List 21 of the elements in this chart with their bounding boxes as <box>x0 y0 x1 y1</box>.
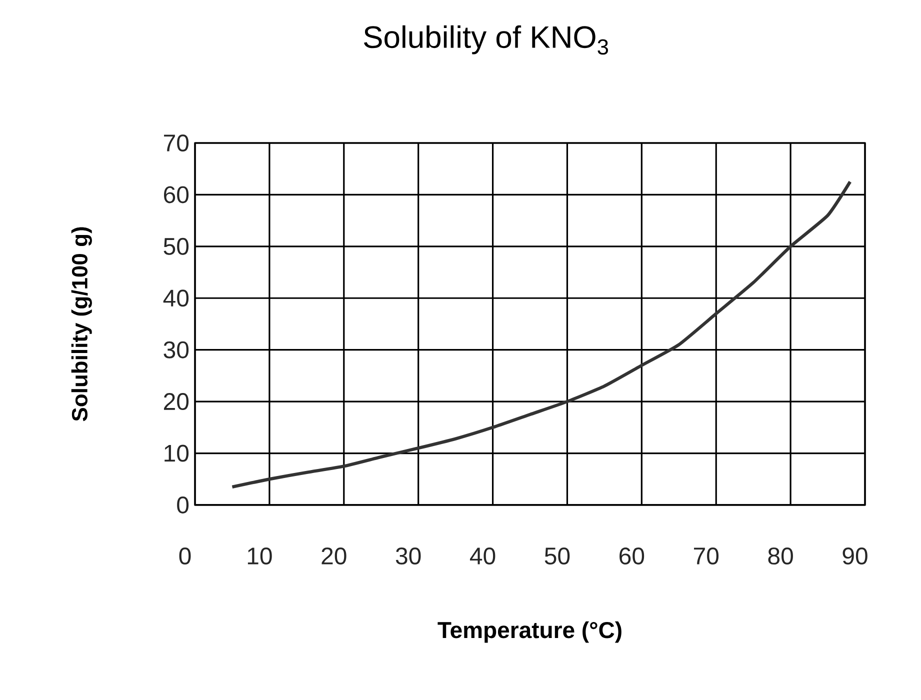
chart-title: Solubility of KNO$_{3}$ <box>364 25 608 55</box>
y-tick-label: 10 <box>164 444 189 462</box>
x-tick-label: 10 <box>248 547 272 564</box>
x-tick-label: 50 <box>544 547 570 564</box>
y-tick-label: 30 <box>164 341 189 358</box>
y-tick-label: 20 <box>164 393 189 410</box>
x-tick-label: 90 <box>842 547 868 564</box>
y-tick-label: 0 <box>177 496 189 514</box>
x-tick-label: 80 <box>768 547 793 564</box>
x-tick-label: 20 <box>322 547 346 564</box>
y-tick-label: 60 <box>164 186 189 204</box>
y-tick-label: 50 <box>164 238 189 255</box>
x-tick-label: 70 <box>694 547 719 564</box>
line-series <box>230 180 852 488</box>
x-tick-label: 30 <box>396 547 421 564</box>
y-tick-label: 70 <box>164 134 189 152</box>
y-tick-label: 40 <box>163 290 189 307</box>
y-axis-title: Solubility (g/100 g) <box>71 227 92 422</box>
x-axis-title: Temperature (°C) <box>438 621 622 643</box>
x-tick-label: 40 <box>470 547 496 564</box>
x-tick-label: 60 <box>620 547 644 564</box>
